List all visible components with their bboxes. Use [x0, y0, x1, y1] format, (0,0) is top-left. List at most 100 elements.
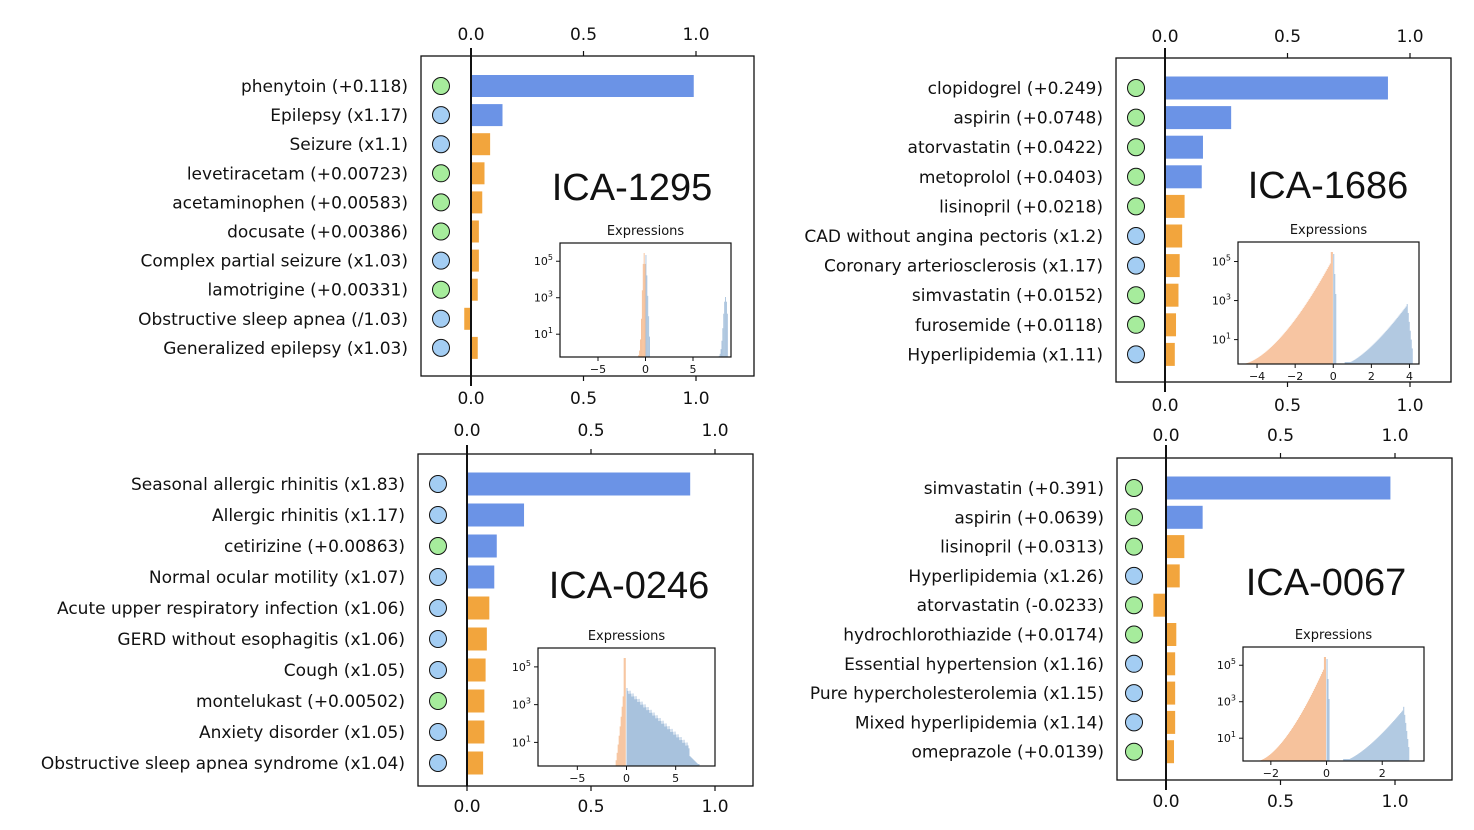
inset-x-tick-label: 0: [642, 363, 649, 376]
hist-bin-positive: [1369, 744, 1371, 761]
hist-bin-positive: [1403, 309, 1405, 364]
hist-bin-positive: [681, 739, 683, 766]
hist-bin-positive: [1365, 748, 1367, 761]
hist-bin-negative: [1319, 281, 1321, 364]
bar: [1166, 623, 1177, 646]
hist-bin-positive: [1371, 345, 1373, 364]
hist-bin-negative: [1292, 726, 1294, 761]
hist-bin-negative: [1271, 752, 1273, 761]
inset-y-tick-label: 101: [1217, 730, 1236, 745]
chart-panel-ica-0246: 0.0 0.0 0.5 0.5 1.0 1.0 Seasonal allergic rhin…: [41, 421, 754, 817]
drug-marker: [432, 280, 450, 299]
category-label: cetirizine (+0.00863): [224, 537, 405, 557]
hist-bin-positive: [692, 759, 694, 766]
drug-marker: [429, 692, 447, 710]
hist-bin-negative: [1249, 361, 1251, 364]
condition-marker: [429, 723, 447, 741]
condition-marker: [1125, 684, 1143, 703]
hist-bin-negative: [1279, 337, 1281, 364]
hist-bin-negative: [1273, 750, 1275, 761]
hist-bin-positive: [660, 720, 662, 766]
bar: [464, 307, 471, 330]
hist-bin-positive: [691, 758, 693, 766]
hist-bin-negative: [1292, 322, 1294, 364]
x-tick-label-top: 1.0: [701, 421, 728, 441]
inset-histogram: [636, 253, 728, 357]
hist-bin-positive: [680, 737, 682, 766]
hist-bin-positive: [1398, 715, 1400, 761]
hist-bin-negative: [1278, 338, 1280, 364]
bar: [1166, 535, 1185, 559]
hist-bin-positive: [652, 715, 654, 766]
bar: [467, 503, 525, 527]
hist-bin-negative: [1291, 727, 1293, 761]
condition-marker: [1127, 256, 1145, 275]
hist-bin-negative: [1321, 671, 1323, 761]
hist-bin-positive: [1357, 357, 1359, 364]
bar: [1165, 194, 1185, 218]
hist-bin-negative: [1320, 674, 1322, 761]
hist-bin-negative: [1298, 716, 1300, 761]
hist-bin-positive: [1334, 274, 1336, 364]
drug-marker: [432, 164, 450, 183]
hist-bin-negative: [1280, 742, 1282, 761]
bar: [467, 534, 497, 558]
hist-bin-positive: [668, 726, 670, 766]
x-tick-label-bottom: 1.0: [701, 797, 728, 817]
hist-bin-positive: [1400, 712, 1402, 761]
hist-bin-positive: [1374, 740, 1376, 761]
hist-bin-negative: [1328, 265, 1330, 364]
hist-bin-positive: [662, 720, 664, 766]
inset-x-tick-label: −4: [1249, 370, 1265, 383]
hist-bin-positive: [650, 709, 652, 766]
category-label: Essential hypertension (x1.16): [844, 655, 1104, 675]
inset-x-tick-label: −5: [590, 363, 606, 376]
hist-bin-negative: [616, 752, 618, 766]
bar: [467, 627, 487, 651]
hist-bin-positive: [629, 690, 631, 766]
hist-bin-negative: [1283, 333, 1285, 364]
hist-bin-negative: [1312, 292, 1314, 364]
hist-bin-positive: [1360, 752, 1362, 761]
hist-bin-negative: [1255, 358, 1257, 364]
condition-marker: [429, 506, 447, 524]
hist-bin-positive: [1372, 742, 1374, 761]
hist-bin-negative: [1306, 302, 1308, 364]
hist-bin-negative: [620, 716, 622, 766]
hist-bin-positive: [648, 316, 650, 357]
hist-bin-positive: [633, 696, 635, 766]
hist-bin-negative: [1309, 696, 1311, 761]
category-label: simvastatin (+0.391): [924, 479, 1104, 499]
hist-bin-positive: [1351, 361, 1353, 364]
hist-bin-positive: [687, 745, 689, 766]
category-label: metoprolol (+0.0403): [919, 168, 1103, 188]
hist-bin-negative: [1315, 684, 1317, 761]
hist-bin-positive: [1397, 716, 1399, 761]
hist-bin-negative: [1291, 323, 1293, 364]
hist-bin-positive: [1349, 758, 1351, 761]
hist-bin-positive: [719, 353, 721, 357]
inset-y-tick-label: 101: [512, 734, 531, 749]
hist-bin-negative: [1267, 755, 1269, 761]
hist-bin-positive: [726, 313, 728, 357]
hist-bin-negative: [1321, 277, 1323, 364]
category-label: lamotrigine (+0.00331): [208, 281, 408, 301]
hist-bin-positive: [1351, 757, 1353, 761]
hist-bin-negative: [1258, 356, 1260, 364]
hist-bin-positive: [632, 693, 634, 766]
hist-bin-positive: [1375, 739, 1377, 761]
hist-bin-negative: [1322, 669, 1324, 761]
hist-bin-negative: [1306, 702, 1308, 761]
bar: [467, 596, 490, 620]
hist-bin-positive: [1354, 756, 1356, 761]
hist-bin-negative: [1283, 739, 1285, 761]
hist-bin-positive: [1406, 730, 1408, 761]
category-label: Hyperlipidemia (x1.11): [907, 345, 1103, 365]
hist-bin-positive: [1391, 723, 1393, 761]
hist-bin-positive: [646, 710, 648, 766]
plot-frame: [417, 453, 754, 787]
hist-bin-negative: [1267, 349, 1269, 364]
hist-bin-positive: [1393, 321, 1395, 364]
hist-bin-positive: [1410, 339, 1412, 364]
hist-bin-negative: [1253, 359, 1255, 364]
